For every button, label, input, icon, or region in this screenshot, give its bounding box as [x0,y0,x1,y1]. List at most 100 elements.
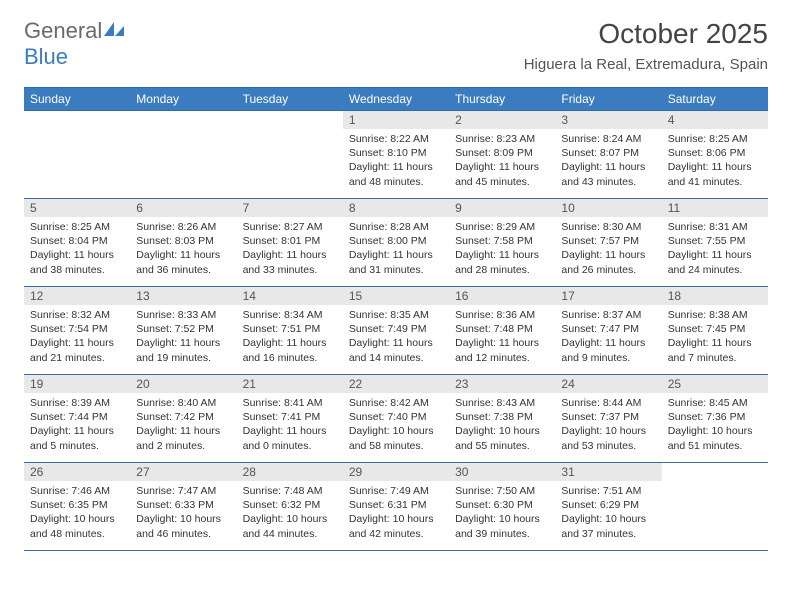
day-cell: 22Sunrise: 8:42 AMSunset: 7:40 PMDayligh… [343,375,449,463]
sunset-text: Sunset: 7:55 PM [668,234,762,248]
day-header: Friday [555,88,661,111]
day-body: Sunrise: 8:45 AMSunset: 7:36 PMDaylight:… [662,393,768,457]
sunset-text: Sunset: 7:36 PM [668,410,762,424]
daylight-text: Daylight: 11 hours and 26 minutes. [561,248,655,276]
day-cell: 18Sunrise: 8:38 AMSunset: 7:45 PMDayligh… [662,287,768,375]
day-body: Sunrise: 8:26 AMSunset: 8:03 PMDaylight:… [130,217,236,281]
daylight-text: Daylight: 10 hours and 58 minutes. [349,424,443,452]
daylight-text: Daylight: 11 hours and 38 minutes. [30,248,124,276]
location-label: Higuera la Real, Extremadura, Spain [524,56,768,73]
sunrise-text: Sunrise: 7:50 AM [455,484,549,498]
sunrise-text: Sunrise: 8:28 AM [349,220,443,234]
week-row: 1Sunrise: 8:22 AMSunset: 8:10 PMDaylight… [24,111,768,199]
day-cell: 4Sunrise: 8:25 AMSunset: 8:06 PMDaylight… [662,111,768,199]
day-cell: 10Sunrise: 8:30 AMSunset: 7:57 PMDayligh… [555,199,661,287]
daylight-text: Daylight: 11 hours and 7 minutes. [668,336,762,364]
day-number: 31 [555,463,661,481]
day-cell: 14Sunrise: 8:34 AMSunset: 7:51 PMDayligh… [237,287,343,375]
sunrise-text: Sunrise: 8:22 AM [349,132,443,146]
daylight-text: Daylight: 11 hours and 9 minutes. [561,336,655,364]
daylight-text: Daylight: 10 hours and 37 minutes. [561,512,655,540]
logo-text: General Blue [24,18,126,70]
sunset-text: Sunset: 7:38 PM [455,410,549,424]
day-body: Sunrise: 8:27 AMSunset: 8:01 PMDaylight:… [237,217,343,281]
sunset-text: Sunset: 7:54 PM [30,322,124,336]
day-body: Sunrise: 8:40 AMSunset: 7:42 PMDaylight:… [130,393,236,457]
daylight-text: Daylight: 10 hours and 51 minutes. [668,424,762,452]
day-body: Sunrise: 8:35 AMSunset: 7:49 PMDaylight:… [343,305,449,369]
day-body: Sunrise: 8:43 AMSunset: 7:38 PMDaylight:… [449,393,555,457]
sunset-text: Sunset: 6:29 PM [561,498,655,512]
day-cell: 21Sunrise: 8:41 AMSunset: 7:41 PMDayligh… [237,375,343,463]
sunset-text: Sunset: 6:35 PM [30,498,124,512]
daylight-text: Daylight: 11 hours and 28 minutes. [455,248,549,276]
day-cell: 1Sunrise: 8:22 AMSunset: 8:10 PMDaylight… [343,111,449,199]
sunrise-text: Sunrise: 8:24 AM [561,132,655,146]
daylight-text: Daylight: 11 hours and 43 minutes. [561,160,655,188]
day-cell: 11Sunrise: 8:31 AMSunset: 7:55 PMDayligh… [662,199,768,287]
sunset-text: Sunset: 7:47 PM [561,322,655,336]
day-cell: 3Sunrise: 8:24 AMSunset: 8:07 PMDaylight… [555,111,661,199]
day-body: Sunrise: 7:50 AMSunset: 6:30 PMDaylight:… [449,481,555,545]
day-number: 4 [662,111,768,129]
sunrise-text: Sunrise: 7:49 AM [349,484,443,498]
daylight-text: Daylight: 11 hours and 12 minutes. [455,336,549,364]
sunrise-text: Sunrise: 8:33 AM [136,308,230,322]
week-row: 19 Sunrise: 8:39 AMSunset: 7:44 PM Dayligh… [24,375,768,463]
day-cell: 16Sunrise: 8:36 AMSunset: 7:48 PMDayligh… [449,287,555,375]
sunset-text: Sunset: 8:09 PM [455,146,549,160]
sunrise-text: Sunrise: 8:42 AM [349,396,443,410]
sunrise-text: Sunrise: 8:45 AM [668,396,762,410]
calendar-page: General Blue October 2025 Higuera la Rea… [0,0,792,612]
day-number: 6 [130,199,236,217]
sunrise-text: Sunrise: 8:39 AM [30,396,124,410]
daylight-text: Daylight: 11 hours and 31 minutes. [349,248,443,276]
day-cell: 17Sunrise: 8:37 AMSunset: 7:47 PMDayligh… [555,287,661,375]
day-number: 19 [24,375,130,393]
day-number: 13 [130,287,236,305]
title-block: October 2025 Higuera la Real, Extremadur… [524,18,768,73]
day-number: 17 [555,287,661,305]
sunrise-text: Sunrise: 8:26 AM [136,220,230,234]
day-body: Sunrise: 7:48 AMSunset: 6:32 PMDaylight:… [237,481,343,545]
day-cell: 13Sunrise: 8:33 AMSunset: 7:52 PMDayligh… [130,287,236,375]
empty-cell [662,463,768,551]
day-cell: 24Sunrise: 8:44 AMSunset: 7:37 PMDayligh… [555,375,661,463]
day-cell: 6Sunrise: 8:26 AMSunset: 8:03 PMDaylight… [130,199,236,287]
daylight-text: Daylight: 10 hours and 46 minutes. [136,512,230,540]
day-number: 9 [449,199,555,217]
day-header-row: SundayMondayTuesdayWednesdayThursdayFrid… [24,88,768,111]
day-cell: 30Sunrise: 7:50 AMSunset: 6:30 PMDayligh… [449,463,555,551]
sunrise-text: Sunrise: 8:43 AM [455,396,549,410]
day-header: Monday [130,88,236,111]
empty-cell [24,111,130,199]
day-body: Sunrise: 7:46 AMSunset: 6:35 PMDaylight:… [24,481,130,545]
day-header: Sunday [24,88,130,111]
sunset-text: Sunset: 7:44 PM [30,410,124,424]
day-cell: 15Sunrise: 8:35 AMSunset: 7:49 PMDayligh… [343,287,449,375]
sail-icon [102,20,126,38]
sunset-text: Sunset: 8:07 PM [561,146,655,160]
day-number: 22 [343,375,449,393]
daylight-text: Daylight: 11 hours and 48 minutes. [349,160,443,188]
day-number: 7 [237,199,343,217]
day-number: 24 [555,375,661,393]
sunset-text: Sunset: 8:10 PM [349,146,443,160]
day-cell: 28Sunrise: 7:48 AMSunset: 6:32 PMDayligh… [237,463,343,551]
sunset-text: Sunset: 7:41 PM [243,410,337,424]
sunset-text: Sunset: 8:01 PM [243,234,337,248]
daylight-text: Daylight: 10 hours and 42 minutes. [349,512,443,540]
week-row: 5Sunrise: 8:25 AMSunset: 8:04 PMDaylight… [24,199,768,287]
sunset-text: Sunset: 8:00 PM [349,234,443,248]
logo-word1: General [24,18,102,43]
daylight-text: Daylight: 11 hours and 45 minutes. [455,160,549,188]
daylight-text: Daylight: 10 hours and 55 minutes. [455,424,549,452]
day-number: 20 [130,375,236,393]
sunset-text: Sunset: 7:37 PM [561,410,655,424]
day-cell: 2Sunrise: 8:23 AMSunset: 8:09 PMDaylight… [449,111,555,199]
sunrise-text: Sunrise: 8:30 AM [561,220,655,234]
sunrise-text: Sunrise: 8:38 AM [668,308,762,322]
empty-cell [237,111,343,199]
sunrise-text: Sunrise: 8:35 AM [349,308,443,322]
sunrise-text: Sunrise: 8:23 AM [455,132,549,146]
